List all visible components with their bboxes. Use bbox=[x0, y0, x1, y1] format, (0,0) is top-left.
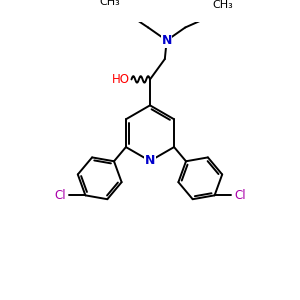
Text: N: N bbox=[161, 34, 172, 47]
Text: HO: HO bbox=[112, 73, 130, 86]
Text: CH₃: CH₃ bbox=[100, 0, 121, 7]
Text: Cl: Cl bbox=[54, 189, 66, 202]
Text: N: N bbox=[145, 154, 155, 167]
Text: CH₃: CH₃ bbox=[213, 0, 234, 10]
Text: Cl: Cl bbox=[234, 189, 246, 202]
